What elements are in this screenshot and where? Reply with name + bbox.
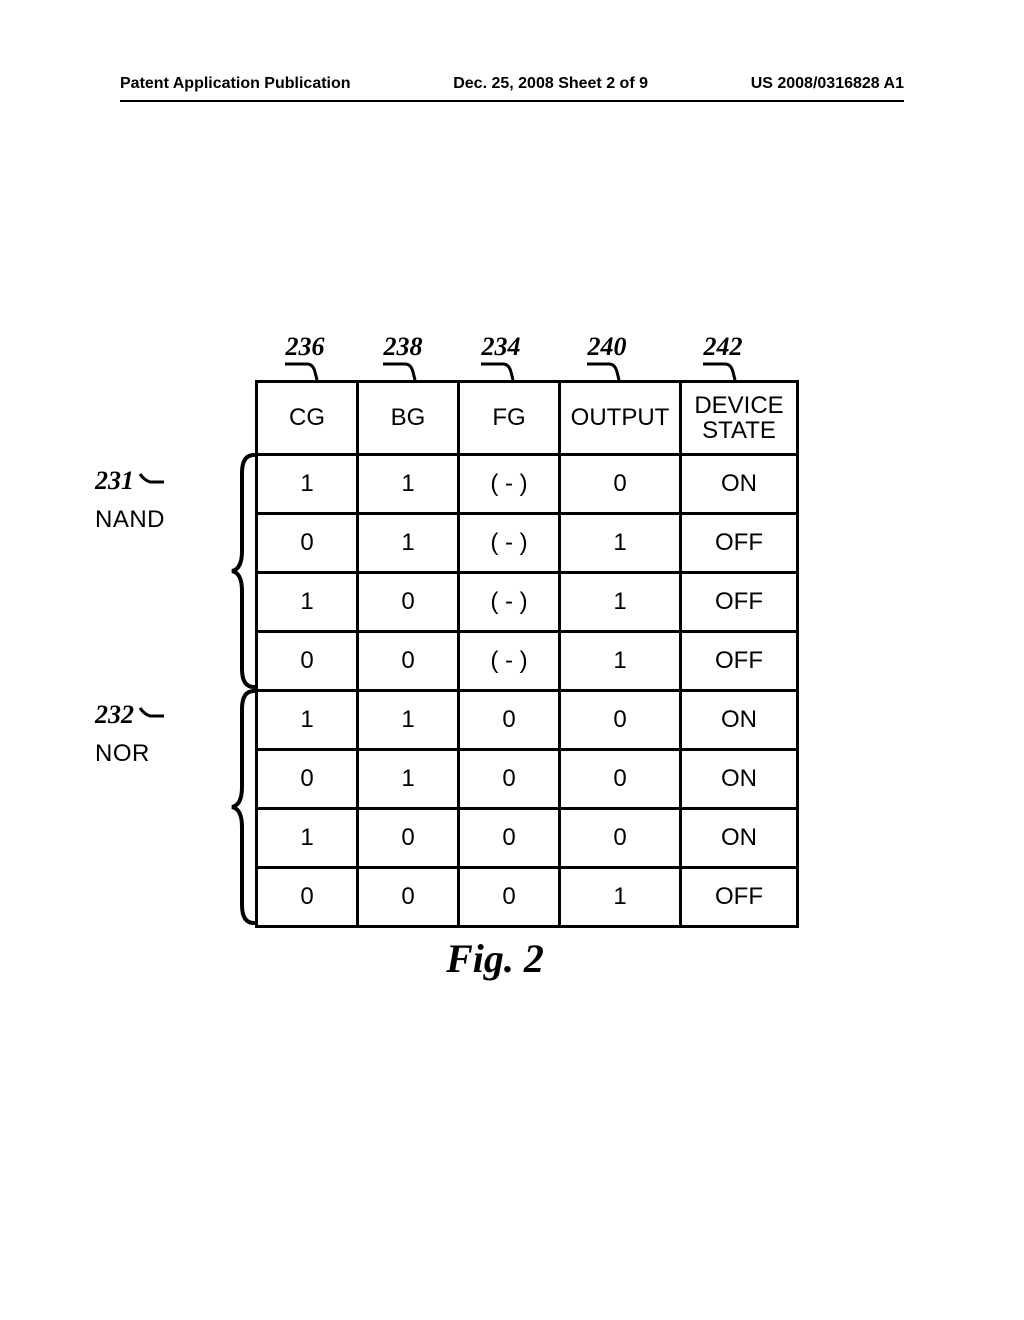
cell: OFF	[681, 514, 798, 573]
leader-hook-icon	[138, 470, 164, 492]
cell: 0	[459, 809, 560, 868]
col-ref-label: 240	[588, 332, 627, 361]
row-ref-num: 231	[95, 466, 134, 496]
cell: 1	[560, 632, 681, 691]
header-right: US 2008/0316828 A1	[751, 75, 904, 93]
cell: 1	[257, 455, 358, 514]
cell: ( - )	[459, 514, 560, 573]
cell: 1	[560, 868, 681, 927]
cell: OFF	[681, 868, 798, 927]
header-rule	[120, 100, 904, 102]
leader-hook-icon	[383, 362, 423, 380]
cell: 0	[560, 809, 681, 868]
cell: 0	[358, 573, 459, 632]
row-gate-label: NAND	[95, 506, 165, 534]
row-ref-231: 231	[95, 466, 164, 496]
col-header-bg: BG	[358, 382, 459, 455]
header-left: Patent Application Publication	[120, 75, 351, 93]
col-ref-label: 234	[482, 332, 521, 361]
page-header: Patent Application Publication Dec. 25, …	[120, 75, 904, 93]
cell: 0	[459, 691, 560, 750]
leader-hook-icon	[138, 704, 164, 726]
cell: 1	[257, 573, 358, 632]
col-ref-234: 234	[451, 334, 551, 380]
cell: 0	[560, 691, 681, 750]
row-gate-label: NOR	[95, 740, 150, 768]
figure-caption: Fig. 2	[110, 935, 880, 982]
table-row: 1000ON	[257, 809, 798, 868]
col-ref-236: 236	[255, 334, 355, 380]
cell: 1	[560, 573, 681, 632]
cell: 0	[257, 868, 358, 927]
col-ref-label: 238	[384, 332, 423, 361]
cell: 1	[358, 455, 459, 514]
row-ref-232: 232	[95, 700, 164, 730]
cell: 0	[358, 868, 459, 927]
cell: 0	[560, 455, 681, 514]
leader-hook-icon	[703, 362, 743, 380]
col-header-cg: CG	[257, 382, 358, 455]
table-row: 10( - )1OFF	[257, 573, 798, 632]
truth-table: CG BG FG OUTPUT DEVICESTATE 11( - )0ON 0…	[255, 380, 799, 928]
leader-hook-icon	[285, 362, 325, 380]
cell: ON	[681, 750, 798, 809]
cell: 1	[560, 514, 681, 573]
table-row: 00( - )1OFF	[257, 632, 798, 691]
table-row: 0100ON	[257, 750, 798, 809]
cell: ON	[681, 455, 798, 514]
page: Patent Application Publication Dec. 25, …	[0, 0, 1024, 1320]
brace-icon	[230, 689, 256, 925]
cell: ON	[681, 809, 798, 868]
col-ref-238: 238	[353, 334, 453, 380]
table-body: 11( - )0ON 01( - )1OFF 10( - )1OFF 00( -…	[257, 455, 798, 927]
row-ref-num: 232	[95, 700, 134, 730]
cell: 0	[257, 632, 358, 691]
cell: 1	[257, 809, 358, 868]
cell: 0	[459, 750, 560, 809]
table-row: 0001OFF	[257, 868, 798, 927]
col-header-output: OUTPUT	[560, 382, 681, 455]
col-header-state: DEVICESTATE	[681, 382, 798, 455]
col-header-fg: FG	[459, 382, 560, 455]
cell: ( - )	[459, 632, 560, 691]
col-ref-242: 242	[673, 334, 773, 380]
table-row: 01( - )1OFF	[257, 514, 798, 573]
leader-hook-icon	[481, 362, 521, 380]
cell: OFF	[681, 573, 798, 632]
header-center: Dec. 25, 2008 Sheet 2 of 9	[453, 75, 648, 93]
cell: 0	[358, 632, 459, 691]
cell: 1	[358, 691, 459, 750]
table-header-row: CG BG FG OUTPUT DEVICESTATE	[257, 382, 798, 455]
cell: 0	[459, 868, 560, 927]
row-group-nor-label: 232 NOR	[95, 700, 245, 768]
leader-hook-icon	[587, 362, 627, 380]
cell: 1	[358, 750, 459, 809]
brace-icon	[230, 453, 256, 689]
cell: 0	[358, 809, 459, 868]
cell: 0	[257, 750, 358, 809]
cell: OFF	[681, 632, 798, 691]
table-row: 1100ON	[257, 691, 798, 750]
col-ref-label: 236	[286, 332, 325, 361]
table-row: 11( - )0ON	[257, 455, 798, 514]
cell: ( - )	[459, 573, 560, 632]
cell: 0	[257, 514, 358, 573]
cell: 1	[257, 691, 358, 750]
col-ref-label: 242	[704, 332, 743, 361]
cell: 0	[560, 750, 681, 809]
cell: ( - )	[459, 455, 560, 514]
cell: 1	[358, 514, 459, 573]
cell: ON	[681, 691, 798, 750]
row-group-nand-label: 231 NAND	[95, 466, 245, 534]
col-ref-240: 240	[557, 334, 657, 380]
